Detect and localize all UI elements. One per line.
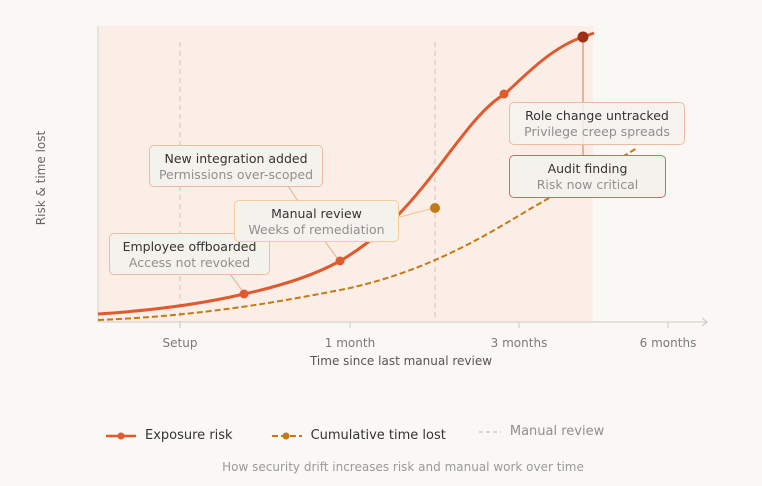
legend-exposure-risk: Exposure risk	[105, 428, 233, 443]
annotation-title: Manual review	[271, 206, 362, 221]
legend: Exposure risk Cumulative time lost Manua…	[105, 424, 636, 443]
legend-solid-line-icon	[106, 432, 136, 439]
point-manual-review	[430, 203, 440, 213]
x-ticks	[179, 322, 669, 328]
annotation-new-integration: New integration added Permissions over-s…	[149, 145, 323, 187]
annotation-title: Role change untracked	[525, 108, 669, 123]
x-tick-6-months: 6 months	[639, 336, 697, 350]
point-offboarded	[239, 289, 249, 299]
annotation-subtitle: Permissions over-scoped	[158, 167, 314, 182]
chart-caption: How security drift increases risk and ma…	[222, 460, 584, 474]
legend-dashed-line-icon	[271, 432, 302, 439]
x-axis-arrow-icon	[701, 317, 708, 327]
legend-label: Cumulative time lost	[310, 428, 446, 443]
annotation-subtitle: Risk now critical	[536, 177, 639, 192]
annotation-subtitle: Weeks of remediation	[248, 222, 385, 237]
legend-label: Manual review	[509, 424, 605, 439]
annotation-subtitle: Access not revoked	[128, 255, 251, 270]
point-audit-critical	[577, 31, 589, 43]
legend-manual-review: Manual review	[478, 424, 604, 439]
legend-reference-line-icon	[478, 430, 501, 433]
annotation-subtitle: Privilege creep spreads	[524, 124, 670, 139]
x-tick-3-months: 3 months	[490, 336, 548, 350]
y-axis-label: Risk & time lost	[34, 130, 48, 226]
point-integration	[335, 256, 345, 266]
legend-cumulative-time-lost: Cumulative time lost	[271, 428, 446, 443]
point-role-change	[499, 89, 509, 99]
annotation-title: Employee offboarded	[122, 239, 257, 254]
annotation-title: New integration added	[164, 151, 308, 166]
x-tick-setup: Setup	[162, 336, 198, 350]
x-axis-label: Time since last manual review	[309, 354, 493, 368]
annotation-audit-finding: Audit finding Risk now critical	[509, 155, 666, 198]
annotation-employee-offboarded: Employee offboarded Access not revoked	[109, 233, 270, 275]
annotation-manual-review: Manual review Weeks of remediation	[234, 200, 399, 242]
legend-label: Exposure risk	[145, 428, 233, 443]
annotation-role-change: Role change untracked Privilege creep sp…	[509, 102, 685, 145]
x-tick-1-month: 1 month	[324, 336, 376, 350]
annotation-title: Audit finding	[547, 161, 628, 176]
